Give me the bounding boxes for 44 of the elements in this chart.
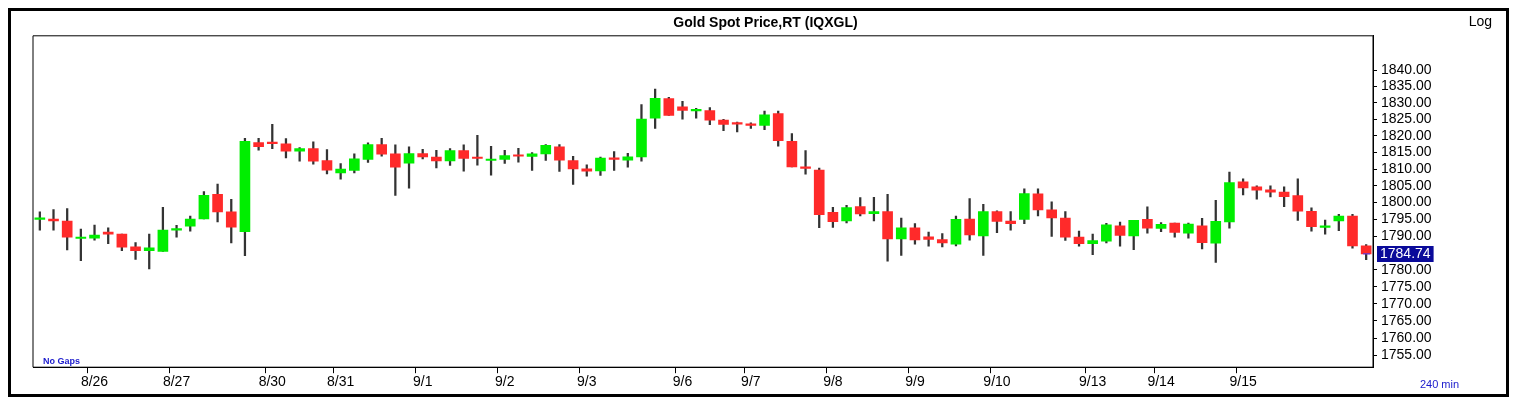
y-tick-label: 1780.00 bbox=[1381, 260, 1432, 277]
candlestick bbox=[1265, 185, 1276, 198]
x-tick-label: 9/1 bbox=[412, 373, 433, 390]
candlestick bbox=[171, 225, 182, 238]
x-tick-label: 8/26 bbox=[80, 373, 109, 390]
x-tick-label: 9/8 bbox=[823, 373, 843, 390]
x-tick-label: 9/6 bbox=[672, 373, 693, 390]
y-tick-label: 1815.00 bbox=[1381, 143, 1432, 160]
x-tick-label: 8/30 bbox=[258, 373, 287, 390]
x-tick-label: 8/27 bbox=[162, 373, 191, 390]
x-tick-label: 9/15 bbox=[1229, 373, 1257, 390]
y-tick-label: 1820.00 bbox=[1381, 126, 1432, 143]
chart-title: Gold Spot Price,RT (IQXGL) bbox=[673, 14, 858, 31]
text: 1784.74 bbox=[1380, 244, 1431, 261]
y-tick-label: 1810.00 bbox=[1381, 160, 1432, 177]
x-tick-label: 9/9 bbox=[905, 373, 925, 390]
y-tick-label: 1800.00 bbox=[1381, 193, 1432, 210]
y-tick-label: 1760.00 bbox=[1381, 328, 1432, 345]
x-tick-label: 9/2 bbox=[495, 373, 515, 390]
candlestick bbox=[472, 134, 483, 166]
y-tick-label: 1775.00 bbox=[1381, 277, 1432, 294]
y-tick-label: 1790.00 bbox=[1381, 227, 1432, 244]
y-tick-label: 1825.00 bbox=[1381, 110, 1432, 127]
x-tick-label: 8/31 bbox=[327, 373, 355, 390]
candlestick bbox=[130, 242, 141, 260]
y-tick-label: 1795.00 bbox=[1381, 210, 1432, 227]
y-tick-label: 1770.00 bbox=[1381, 294, 1432, 311]
annotation: No Gaps bbox=[43, 356, 81, 367]
x-tick-label: 9/13 bbox=[1079, 373, 1107, 390]
y-axis-title: Log bbox=[1468, 12, 1492, 29]
x-tick-label: 9/10 bbox=[983, 373, 1011, 390]
x-tick-label: 9/7 bbox=[741, 373, 761, 390]
candlestick bbox=[677, 100, 688, 120]
text: 240 min bbox=[1419, 377, 1460, 390]
y-tick-label: 1830.00 bbox=[1381, 93, 1432, 110]
y-tick-label: 1765.00 bbox=[1381, 311, 1432, 328]
candlestick bbox=[923, 231, 934, 247]
candlestick bbox=[513, 147, 524, 163]
x-tick-label: 9/3 bbox=[577, 373, 597, 390]
x-tick-label: 9/14 bbox=[1147, 373, 1175, 390]
y-tick-label: 1840.00 bbox=[1381, 60, 1432, 77]
y-tick-label: 1835.00 bbox=[1381, 77, 1432, 94]
y-tick-label: 1755.00 bbox=[1381, 346, 1432, 363]
y-tick-label: 1805.00 bbox=[1381, 176, 1432, 193]
